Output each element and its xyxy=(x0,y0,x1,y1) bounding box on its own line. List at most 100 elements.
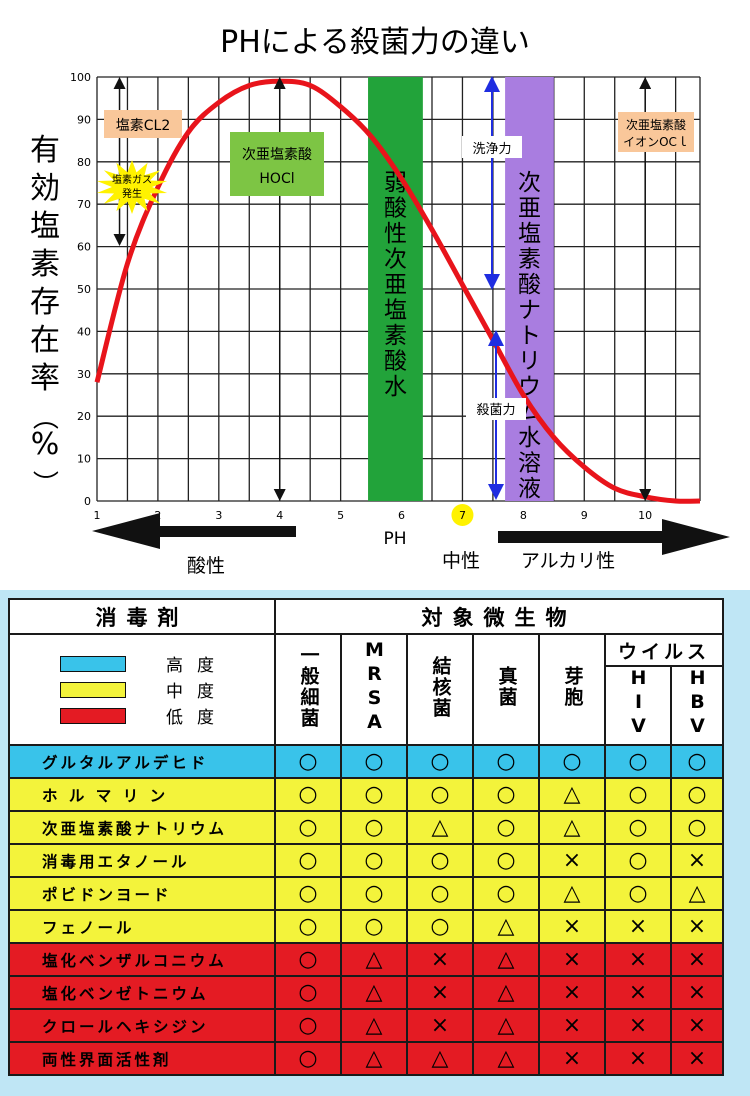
sterilizing-power-label: 殺菌力 xyxy=(476,403,515,418)
partial-mark: △ xyxy=(365,947,383,972)
band-label-char: 亜 xyxy=(384,272,407,298)
efficacy-mark: × xyxy=(538,1041,606,1076)
disinfectant-name: ホ ル マ リ ン xyxy=(8,777,276,812)
y-axis-label-char: 素 xyxy=(30,247,60,282)
cl2-label-box xyxy=(104,110,182,138)
partial-mark: △ xyxy=(688,881,706,906)
alkali-direction-arrow xyxy=(498,519,730,555)
effective-mark: ○ xyxy=(364,815,384,840)
effective-mark: ○ xyxy=(298,881,318,906)
efficacy-mark: ○ xyxy=(472,876,540,911)
partial-mark: △ xyxy=(497,1046,515,1071)
partial-mark: △ xyxy=(497,1013,515,1038)
table-row: クロールヘキシジン ○ △ × △ × × × xyxy=(8,1008,725,1043)
alkali-label: アルカリ性 xyxy=(521,550,615,572)
band-label-char: 水 xyxy=(384,374,407,400)
efficacy-mark: ○ xyxy=(472,777,540,812)
efficacy-mark: ○ xyxy=(340,744,408,779)
ocl-label-line2: イオンOCｌ xyxy=(623,135,689,149)
x-tick-label: 10 xyxy=(638,509,652,522)
efficacy-mark: ○ xyxy=(274,810,342,845)
efficacy-mark: × xyxy=(604,909,672,944)
table-title-disinfectant: 消毒剤 xyxy=(8,598,276,635)
table-row: 塩化ベンザルコニウム ○ △ × △ × × × xyxy=(8,942,725,977)
effective-mark: ○ xyxy=(298,1046,318,1071)
disinfectant-name: フェノール xyxy=(8,909,276,944)
table-row: 両性界面活性剤 ○ △ △ △ × × × xyxy=(8,1041,725,1076)
band-label-char: 水 xyxy=(518,425,541,451)
level-legend: 高度 中度 低度 xyxy=(8,633,276,746)
efficacy-mark: △ xyxy=(538,777,606,812)
acid-direction-arrow xyxy=(92,513,296,549)
effective-mark: ○ xyxy=(298,782,318,807)
legend-item-high: 高度 xyxy=(10,651,274,677)
effective-mark: ○ xyxy=(628,782,648,807)
y-tick-label: 40 xyxy=(77,325,91,338)
efficacy-mark: × xyxy=(604,975,672,1010)
band-label-char: 性 xyxy=(384,221,407,247)
y-tick-label: 20 xyxy=(77,410,91,423)
efficacy-mark: × xyxy=(604,1008,672,1043)
col-header-spores: 芽胞 xyxy=(538,633,606,746)
ineffective-mark: × xyxy=(687,848,707,873)
efficacy-mark: △ xyxy=(406,1041,474,1076)
efficacy-mark: △ xyxy=(340,1041,408,1076)
effective-mark: ○ xyxy=(562,749,582,774)
y-tick-label: 0 xyxy=(84,495,91,508)
disinfectant-name: 消毒用エタノール xyxy=(8,843,276,878)
x-tick-label: 3 xyxy=(215,509,222,522)
effective-mark: ○ xyxy=(298,1013,318,1038)
partial-mark: △ xyxy=(365,980,383,1005)
x-tick-label: 4 xyxy=(276,509,283,522)
y-axis-label-char: 塩 xyxy=(30,209,60,244)
legend-item-low: 低度 xyxy=(10,703,274,729)
efficacy-mark: ○ xyxy=(472,810,540,845)
hocl-label-line2: HOCl xyxy=(259,171,294,187)
disinfectant-table-panel: 消毒剤 対象微生物 高度 中度 低度 一般細菌 MRSA 結核菌 真菌 芽胞 ウ… xyxy=(0,590,750,1096)
legend-item-mid: 中度 xyxy=(10,677,274,703)
efficacy-mark: ○ xyxy=(406,777,474,812)
efficacy-mark: ○ xyxy=(604,744,672,779)
hocl-label-line1: 次亜塩素酸 xyxy=(242,147,312,163)
x-axis-label: PH xyxy=(383,529,406,549)
table-row: 消毒用エタノール ○ ○ ○ ○ × ○ × xyxy=(8,843,725,878)
efficacy-mark: △ xyxy=(472,942,540,977)
band-label-char: 次 xyxy=(384,247,407,273)
x-tick-label: 8 xyxy=(520,509,527,522)
effective-mark: ○ xyxy=(298,848,318,873)
partial-mark: △ xyxy=(497,980,515,1005)
efficacy-mark: ○ xyxy=(340,810,408,845)
x-tick-label: 6 xyxy=(398,509,405,522)
efficacy-mark: ○ xyxy=(274,909,342,944)
table-row: 塩化ベンゼトニウム ○ △ × △ × × × xyxy=(8,975,725,1010)
efficacy-mark: ○ xyxy=(472,843,540,878)
band-label-char: 酸 xyxy=(518,272,541,298)
y-axis-label-char: （ xyxy=(29,404,59,430)
partial-mark: △ xyxy=(563,782,581,807)
band-label-char: 亜 xyxy=(518,196,541,222)
effective-mark: ○ xyxy=(298,980,318,1005)
efficacy-mark: ○ xyxy=(340,876,408,911)
efficacy-mark: × xyxy=(538,843,606,878)
efficacy-mark: △ xyxy=(472,1041,540,1076)
effective-mark: ○ xyxy=(364,914,384,939)
band-label-char: 溶 xyxy=(518,451,541,477)
efficacy-mark: ○ xyxy=(406,876,474,911)
effective-mark: ○ xyxy=(298,749,318,774)
y-axis-label-char: 効 xyxy=(30,171,60,206)
efficacy-mark: × xyxy=(669,843,725,878)
ineffective-mark: × xyxy=(628,914,648,939)
efficacy-mark: ○ xyxy=(604,843,672,878)
partial-mark: △ xyxy=(431,815,449,840)
legend-swatch-mid xyxy=(60,681,126,698)
band-label-char: 酸 xyxy=(384,349,407,375)
cleaning-power-label-bg xyxy=(462,136,522,158)
ph7-marker-label: 7 xyxy=(459,509,466,522)
ineffective-mark: × xyxy=(687,1046,707,1071)
effective-chlorine-curve xyxy=(94,78,701,504)
effective-mark: ○ xyxy=(628,815,648,840)
legend-swatch-high xyxy=(60,655,126,672)
band-label-char: ト xyxy=(518,323,541,349)
efficacy-mark: ○ xyxy=(274,777,342,812)
band-label-char: 液 xyxy=(518,476,541,502)
